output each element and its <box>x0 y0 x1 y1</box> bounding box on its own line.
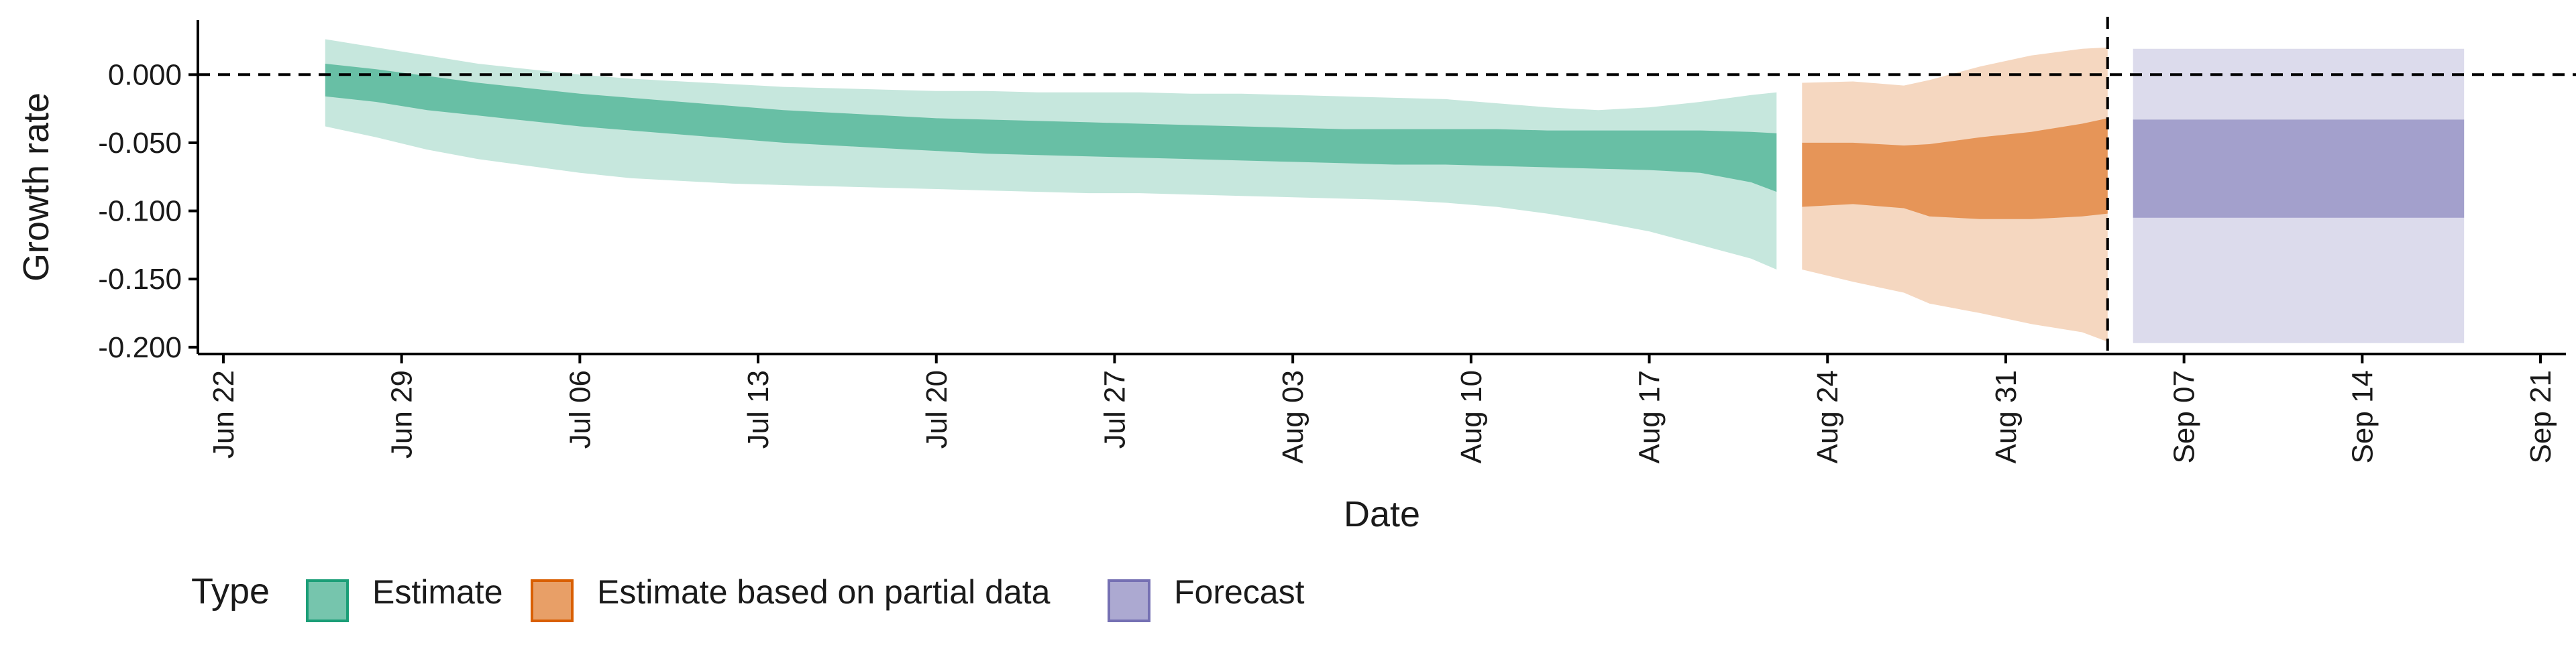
legend-item-estimate: Estimate <box>305 573 503 623</box>
x-tick-label: Jul 27 <box>1098 370 1131 449</box>
x-tick-label: Aug 03 <box>1277 370 1309 463</box>
y-tick-label: 0.000 <box>108 58 182 91</box>
x-tick-label: Sep 07 <box>2168 370 2201 463</box>
band-inner-estimate-based-on-partial-data <box>1802 118 2108 219</box>
y-tick-label: -0.200 <box>98 331 182 364</box>
x-tick-label: Aug 24 <box>1811 370 1844 463</box>
legend-swatch-estimate-based-on-partial-data <box>531 579 574 622</box>
x-tick-label: Jul 06 <box>564 370 596 449</box>
reference-lines <box>198 17 2576 354</box>
legend: Type Estimate Estimate based on partial da… <box>191 571 1305 623</box>
legend-swatch-forecast <box>1108 579 1150 622</box>
x-tick-label: Jun 29 <box>386 370 419 459</box>
x-tick-label: Jul 13 <box>742 370 775 449</box>
series-estimate <box>325 39 1777 270</box>
y-tick-label: -0.050 <box>98 127 182 160</box>
legend-title: Type <box>191 571 270 611</box>
x-tick-label: Aug 17 <box>1633 370 1666 463</box>
y-axis-title: Growth rate <box>16 93 56 282</box>
x-tick-label: Sep 14 <box>2346 370 2379 463</box>
y-tick-label: -0.100 <box>98 195 182 228</box>
series-estimate-based-on-partial-data <box>1802 47 2108 342</box>
axes: 0.000 -0.050 -0.100 -0.150 -0.200 Jun 22 Jun 2… <box>16 20 2566 534</box>
legend-label-estimate: Estimate <box>372 573 503 611</box>
series-forecast <box>2133 48 2465 343</box>
legend-label-estimate-based-on-partial-data: Estimate based on partial data <box>597 573 1051 611</box>
x-tick-label: Aug 10 <box>1455 370 1488 463</box>
legend-item-forecast: Forecast <box>1107 573 1305 623</box>
x-tick-label: Jun 22 <box>207 370 240 459</box>
bands-layer <box>325 39 2465 343</box>
legend-item-estimate-based-on-partial-data: Estimate based on partial data <box>530 573 1051 623</box>
y-tick-label: -0.150 <box>98 263 182 296</box>
x-tick-label: Jul 20 <box>920 370 953 449</box>
band-inner-forecast <box>2133 119 2465 218</box>
legend-swatch-estimate <box>306 579 349 622</box>
legend-label-forecast: Forecast <box>1174 573 1305 611</box>
x-tick-label: Sep 21 <box>2524 370 2557 463</box>
x-tick-label: Aug 31 <box>1990 370 2023 463</box>
x-axis-title: Date <box>1344 494 1420 534</box>
band-inner-estimate <box>325 64 1777 192</box>
